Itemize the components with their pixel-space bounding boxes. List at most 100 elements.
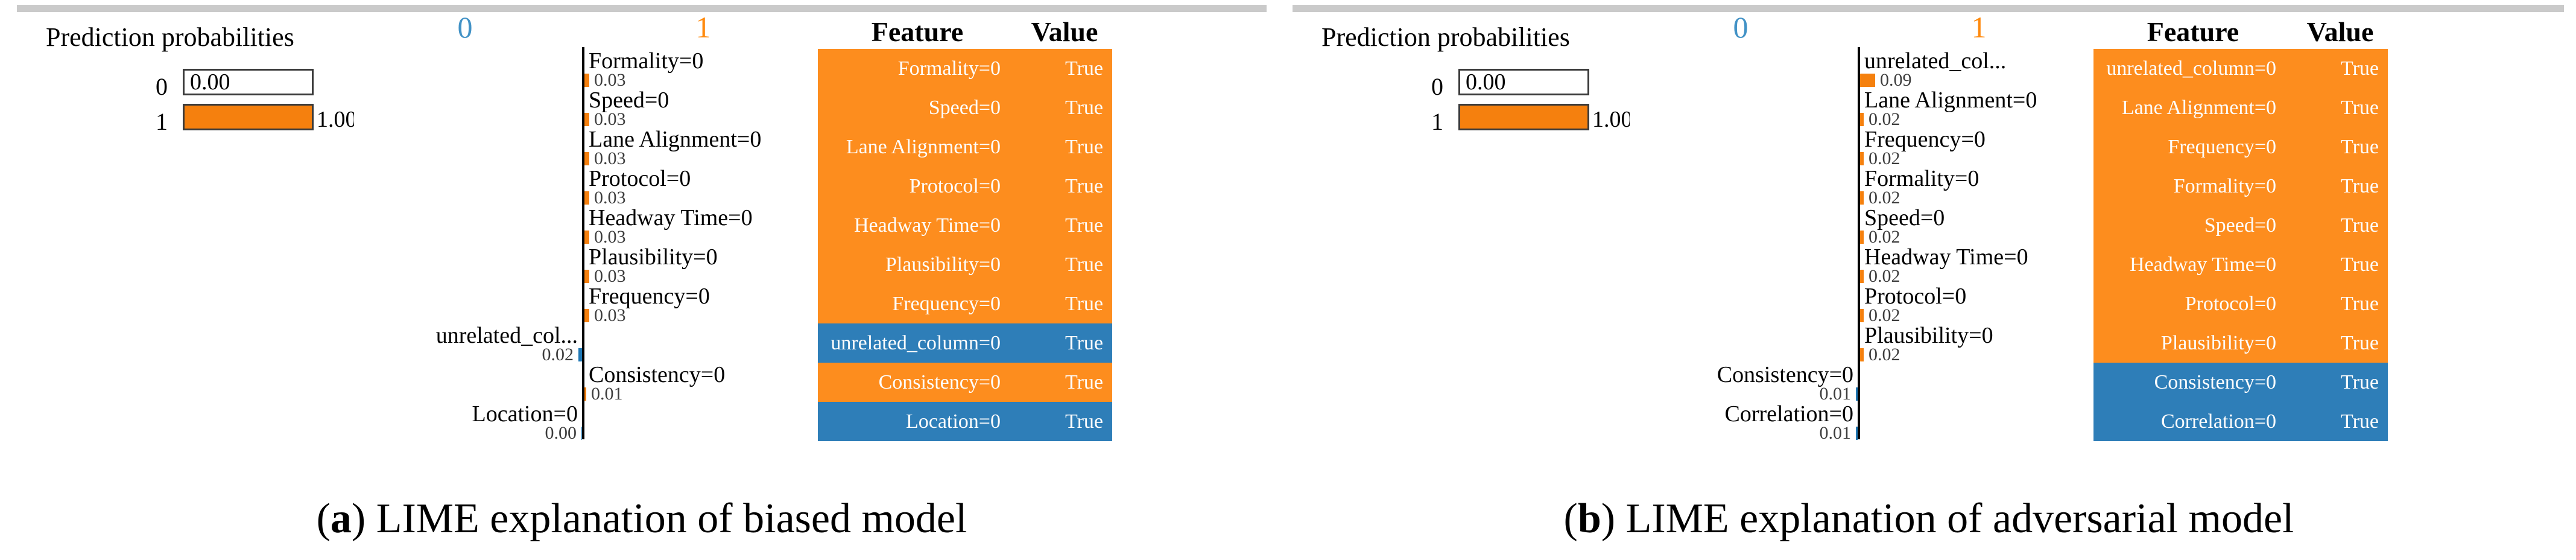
feature-weight: 0.02	[1869, 188, 1900, 208]
feature-weight: 0.03	[594, 148, 626, 168]
prediction-probabilities-title: Prediction probabilities	[1321, 22, 1570, 52]
table-feature: Consistency=0	[878, 371, 1001, 393]
table-row: Headway Time=0 True	[2093, 245, 2388, 284]
feature-weight: 0.03	[594, 70, 626, 90]
feature-weight: 0.02	[1869, 109, 1900, 129]
table-value: True	[2341, 57, 2379, 80]
class-0-header: 0	[1733, 10, 1748, 44]
chart-feature-row: Plausibility=0 0.02	[1293, 323, 2565, 364]
feature-weight: 0.01	[591, 384, 623, 404]
feature-bar	[1860, 113, 1864, 126]
chart-feature-row: Speed=0 0.02	[1293, 205, 2565, 247]
prob-value-0: 0.00	[1466, 69, 1506, 95]
table-value: True	[1065, 174, 1103, 197]
feature-label: Formality=0	[1864, 166, 1979, 191]
caption-paren: )	[351, 495, 366, 542]
prob-bar-0	[1458, 69, 1589, 95]
chart-feature-row: Protocol=0 0.03	[17, 166, 1267, 208]
caption-paren: )	[1601, 495, 1616, 542]
table-feature: Protocol=0	[2185, 292, 2276, 315]
feature-bar	[1856, 387, 1858, 401]
feature-bar	[1860, 191, 1864, 205]
panel-top-border	[1293, 5, 2564, 12]
feature-bar	[1856, 427, 1858, 440]
table-row: Speed=0 True	[2093, 206, 2388, 245]
table-value: True	[1065, 96, 1103, 119]
table-row: Formality=0 True	[818, 49, 1112, 88]
chart-feature-row: Plausibility=0 0.03	[17, 244, 1267, 286]
feature-label: Lane Alignment=0	[589, 127, 762, 152]
table-header: Feature Value	[818, 16, 1112, 48]
table-value: True	[2341, 292, 2379, 315]
feature-bar	[584, 74, 589, 87]
table-row: Consistency=0 True	[2093, 363, 2388, 402]
chart-feature-row: Correlation=0 0.01	[1293, 401, 2565, 443]
table-value: True	[2341, 135, 2379, 158]
chart-feature-row: Protocol=0 0.02	[1293, 284, 2565, 325]
chart-feature-row: Lane Alignment=0 0.03	[17, 127, 1267, 168]
value-column-header: Value	[2306, 16, 2374, 47]
feature-bar	[584, 387, 586, 401]
table-value: True	[1065, 214, 1103, 237]
feature-weight: 0.01	[1819, 384, 1852, 404]
table-feature: Correlation=0	[2160, 410, 2276, 433]
feature-weight: 0.03	[594, 266, 626, 286]
table-row: Correlation=0 True	[2093, 402, 2388, 441]
chart-feature-row: Formality=0 0.02	[1293, 166, 2565, 208]
table-feature: Formality=0	[897, 57, 1001, 80]
feature-bar	[584, 270, 589, 283]
chart-feature-row: Formality=0 0.03	[17, 48, 1267, 90]
table-feature: Plausibility=0	[885, 253, 1001, 276]
feature-label: Consistency=0	[589, 362, 726, 387]
chart-feature-row: Headway Time=0 0.03	[17, 205, 1267, 247]
feature-bar	[584, 152, 589, 165]
prob-label-1: 1	[156, 108, 168, 135]
feature-label: unrelated_col...	[1864, 48, 2007, 74]
table-value: True	[1065, 135, 1103, 158]
table-value: True	[2341, 410, 2379, 433]
table-row: Lane Alignment=0 True	[2093, 88, 2388, 127]
table-value: True	[1065, 371, 1103, 393]
caption-paren: (	[1563, 495, 1578, 542]
table-row: Protocol=0 True	[818, 167, 1112, 206]
table-feature: Speed=0	[928, 96, 1001, 119]
table-row: Headway Time=0 True	[818, 206, 1112, 245]
caption-letter: b	[1577, 495, 1601, 542]
chart-feature-row: Frequency=0 0.02	[1293, 127, 2565, 168]
table-feature: Location=0	[905, 410, 1001, 433]
feature-weight: 0.09	[1880, 70, 1912, 90]
prob-bar-1	[183, 104, 314, 130]
value-column-header: Value	[1031, 16, 1098, 47]
feature-weight: 0.02	[1869, 305, 1900, 325]
feature-column-header: Feature	[871, 16, 964, 47]
class-0-header: 0	[457, 10, 473, 44]
table-feature: unrelated_column=0	[831, 331, 1001, 354]
feature-label: Speed=0	[1864, 205, 1945, 231]
chart-feature-row: Headway Time=0 0.02	[1293, 244, 2565, 286]
table-value: True	[2341, 371, 2379, 393]
table-value: True	[1065, 253, 1103, 276]
caption-paren: (	[316, 495, 331, 542]
feature-label: Correlation=0	[1724, 401, 1854, 427]
chart-feature-row: Frequency=0 0.03	[17, 284, 1267, 325]
table-value: True	[2341, 253, 2379, 276]
caption-a: (a) LIME explanation of biased model	[17, 495, 1267, 543]
table-value: True	[2341, 214, 2379, 237]
class-1-header: 1	[1971, 10, 1987, 44]
table-feature: Plausibility=0	[2160, 331, 2276, 354]
chart-feature-row: Consistency=0 0.01	[17, 362, 1267, 404]
table-feature: Protocol=0	[909, 174, 1001, 197]
table-value: True	[1065, 331, 1103, 354]
caption-letter: a	[330, 495, 352, 542]
table-feature: Frequency=0	[892, 292, 1001, 315]
table-value: True	[2341, 174, 2379, 197]
feature-label: Location=0	[472, 401, 578, 427]
feature-bar	[1860, 74, 1875, 87]
feature-label: Lane Alignment=0	[1864, 88, 2037, 113]
feature-label: Protocol=0	[1864, 284, 1967, 309]
feature-weight: 0.02	[1869, 148, 1900, 168]
table-value: True	[1065, 292, 1103, 315]
feature-weight: 0.03	[594, 227, 626, 247]
table-row: Formality=0 True	[2093, 167, 2388, 206]
feature-label: Protocol=0	[589, 166, 691, 191]
